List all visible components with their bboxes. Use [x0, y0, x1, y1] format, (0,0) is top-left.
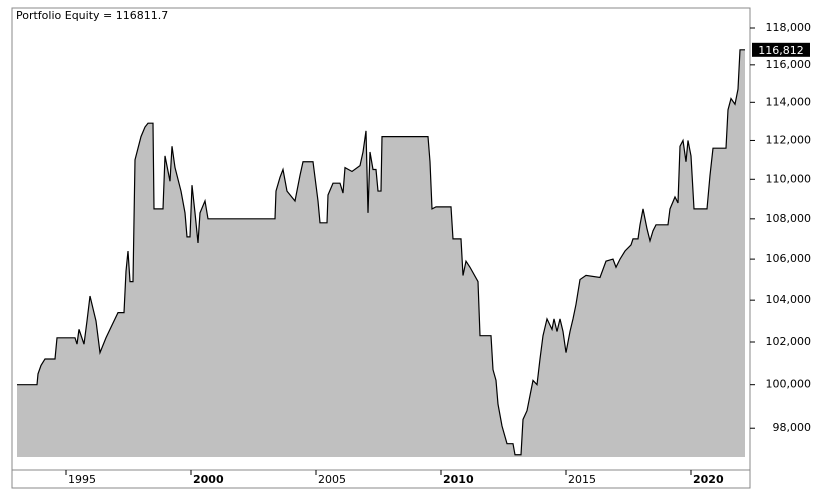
y-tick-label: 116,000	[766, 58, 812, 71]
chart-title: Portfolio Equity = 116811.7	[16, 9, 168, 22]
last-value-label: 116,812	[758, 44, 804, 57]
x-tick-label: 2015	[568, 473, 596, 486]
y-tick-label: 118,000	[766, 21, 812, 34]
y-tick-label: 108,000	[766, 212, 812, 225]
y-tick-label: 102,000	[766, 335, 812, 348]
x-tick-label: 1995	[68, 473, 96, 486]
x-tick-label: 2020	[693, 473, 724, 486]
x-tick-label: 2005	[318, 473, 346, 486]
y-tick-label: 98,000	[773, 421, 812, 434]
y-tick-label: 114,000	[766, 95, 812, 108]
x-tick-label: 2010	[443, 473, 474, 486]
x-axis-strip	[11, 469, 751, 489]
y-tick-label: 106,000	[766, 252, 812, 265]
y-tick-label: 112,000	[766, 133, 812, 146]
equity-line	[17, 49, 745, 456]
last-value-box	[752, 42, 810, 57]
y-tick-label: 104,000	[766, 293, 812, 306]
y-tick-label: 110,000	[766, 172, 812, 185]
x-tick-label: 2000	[193, 473, 224, 486]
equity-area	[17, 49, 745, 458]
y-tick-label: 100,000	[766, 378, 812, 391]
